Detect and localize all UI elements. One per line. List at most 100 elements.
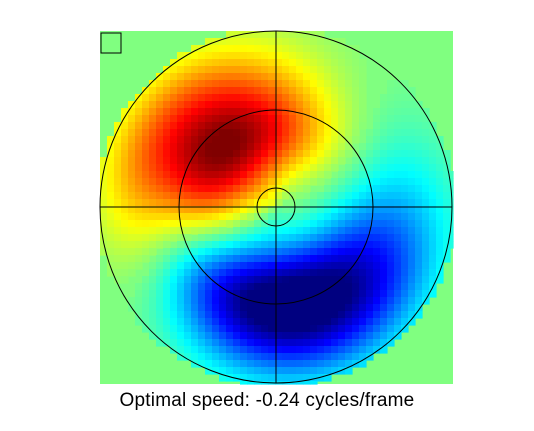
heatmap-cell bbox=[429, 171, 437, 179]
heatmap-cell bbox=[114, 157, 122, 165]
heatmap-cell bbox=[394, 94, 402, 102]
heatmap-cell bbox=[254, 304, 262, 312]
heatmap-cell bbox=[261, 122, 269, 130]
heatmap-cell bbox=[296, 276, 304, 284]
heatmap-cell bbox=[282, 346, 290, 354]
heatmap-cell bbox=[135, 101, 143, 109]
heatmap-cell bbox=[156, 332, 164, 340]
heatmap-cell bbox=[317, 311, 325, 319]
heatmap-cell bbox=[303, 248, 311, 256]
heatmap-cell bbox=[226, 185, 234, 193]
heatmap-cell bbox=[415, 220, 423, 228]
heatmap-cell bbox=[345, 227, 353, 235]
heatmap-cell bbox=[163, 241, 171, 249]
heatmap-cell bbox=[310, 353, 318, 361]
heatmap-cell bbox=[233, 150, 241, 158]
heatmap-cell bbox=[268, 353, 276, 361]
heatmap-cell bbox=[303, 241, 311, 249]
heatmap-cell bbox=[156, 339, 164, 347]
heatmap-cell bbox=[380, 346, 388, 354]
heatmap-cell bbox=[261, 94, 269, 102]
heatmap-cell bbox=[436, 178, 444, 186]
heatmap-cell bbox=[275, 353, 283, 361]
heatmap-cell bbox=[184, 332, 192, 340]
heatmap-cell bbox=[268, 283, 276, 291]
heatmap-cell bbox=[184, 59, 192, 67]
heatmap-cell bbox=[212, 150, 220, 158]
heatmap-cell bbox=[142, 234, 150, 242]
heatmap-cell bbox=[149, 248, 157, 256]
heatmap-cell bbox=[352, 164, 360, 172]
heatmap-cell bbox=[240, 199, 248, 207]
heatmap-cell bbox=[296, 178, 304, 186]
heatmap-cell bbox=[394, 122, 402, 130]
heatmap-cell bbox=[191, 255, 199, 263]
heatmap-cell bbox=[240, 325, 248, 333]
heatmap-cell bbox=[359, 227, 367, 235]
heatmap-cell bbox=[338, 318, 346, 326]
heatmap-cell bbox=[289, 192, 297, 200]
heatmap-cell bbox=[289, 297, 297, 305]
heatmap-cell bbox=[324, 115, 332, 123]
heatmap-cell bbox=[100, 157, 108, 165]
heatmap-cell bbox=[331, 206, 339, 214]
heatmap-cell bbox=[394, 87, 402, 95]
heatmap-cell bbox=[310, 87, 318, 95]
heatmap-cell bbox=[219, 178, 227, 186]
heatmap-cell bbox=[156, 234, 164, 242]
heatmap-cell bbox=[254, 367, 262, 375]
heatmap-cell bbox=[233, 304, 241, 312]
heatmap-cell bbox=[282, 185, 290, 193]
heatmap-cell bbox=[135, 199, 143, 207]
heatmap-cell bbox=[429, 178, 437, 186]
heatmap-cell bbox=[247, 255, 255, 263]
heatmap-cell bbox=[352, 94, 360, 102]
heatmap-cell bbox=[170, 157, 178, 165]
heatmap-cell bbox=[240, 367, 248, 375]
heatmap-cell bbox=[170, 122, 178, 130]
heatmap-cell bbox=[205, 129, 213, 137]
heatmap-cell bbox=[394, 178, 402, 186]
heatmap-cell bbox=[282, 213, 290, 221]
heatmap-cell bbox=[240, 59, 248, 67]
heatmap-cell bbox=[226, 136, 234, 144]
heatmap-cell bbox=[212, 339, 220, 347]
heatmap-cell bbox=[177, 304, 185, 312]
heatmap-cell bbox=[226, 276, 234, 284]
heatmap-cell bbox=[247, 248, 255, 256]
heatmap-cell bbox=[317, 143, 325, 151]
heatmap-cell bbox=[303, 157, 311, 165]
heatmap-cell bbox=[415, 290, 423, 298]
heatmap-cell bbox=[443, 248, 451, 256]
heatmap-cell bbox=[156, 206, 164, 214]
heatmap-cell bbox=[205, 290, 213, 298]
heatmap-cell bbox=[163, 178, 171, 186]
heatmap-cell bbox=[275, 73, 283, 81]
heatmap-cell bbox=[345, 143, 353, 151]
heatmap-cell bbox=[345, 164, 353, 172]
heatmap-cell bbox=[268, 192, 276, 200]
heatmap-cell bbox=[226, 269, 234, 277]
heatmap-cell bbox=[149, 150, 157, 158]
heatmap-cell bbox=[289, 276, 297, 284]
heatmap-cell bbox=[380, 297, 388, 305]
heatmap-cell bbox=[121, 241, 129, 249]
heatmap-cell bbox=[387, 213, 395, 221]
heatmap-cell bbox=[212, 213, 220, 221]
heatmap-cell bbox=[401, 122, 409, 130]
heatmap-cell bbox=[233, 185, 241, 193]
heatmap-cell bbox=[282, 87, 290, 95]
heatmap-cell bbox=[415, 122, 423, 130]
heatmap-cell bbox=[387, 136, 395, 144]
heatmap-cell bbox=[373, 150, 381, 158]
heatmap-cell bbox=[338, 332, 346, 340]
heatmap-cell bbox=[289, 66, 297, 74]
heatmap-cell bbox=[324, 199, 332, 207]
heatmap-cell bbox=[212, 136, 220, 144]
chart-caption: Optimal speed: -0.24 cycles/frame bbox=[119, 390, 415, 411]
heatmap-cell bbox=[191, 283, 199, 291]
heatmap-cell bbox=[261, 262, 269, 270]
heatmap-cell bbox=[366, 276, 374, 284]
heatmap-cell bbox=[233, 171, 241, 179]
heatmap-cell bbox=[352, 283, 360, 291]
